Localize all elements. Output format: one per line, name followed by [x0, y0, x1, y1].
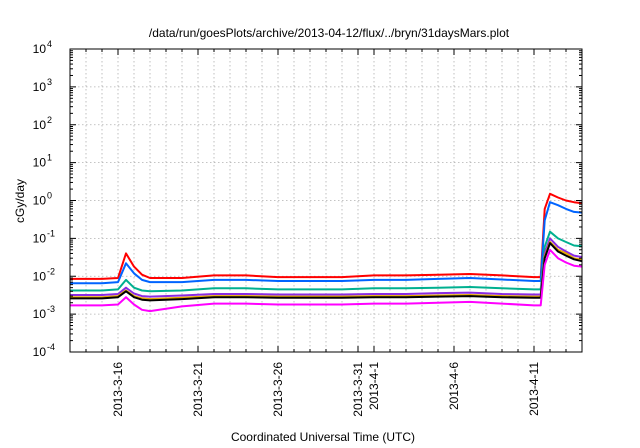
y-tick-label-exponent: -4	[47, 342, 55, 352]
y-tick-label-exponent: 1	[47, 153, 52, 163]
series-line-7	[70, 248, 583, 313]
y-axis-label: cGy/day	[13, 179, 27, 223]
x-tick-label: 2013-3-16	[111, 362, 125, 417]
y-tick-label-exponent: -1	[47, 228, 55, 238]
y-tick-label: 10	[33, 231, 47, 245]
x-tick-label: 2013-4-11	[527, 362, 541, 416]
y-tick-label: 10	[33, 42, 47, 56]
y-tick-label-exponent: -3	[47, 304, 55, 314]
y-tick-label: 10	[33, 307, 47, 321]
plot-area	[70, 192, 583, 313]
y-tick-label: 10	[33, 156, 47, 170]
y-tick-label-exponent: 3	[47, 77, 52, 87]
y-tick-label-exponent: 2	[47, 115, 52, 125]
chart-title: /data/run/goesPlots/archive/2013-04-12/f…	[149, 26, 510, 40]
series-line-1	[70, 192, 583, 280]
y-tick-label: 10	[33, 80, 47, 94]
y-tick-label: 10	[33, 269, 47, 283]
series-line-3	[70, 230, 583, 293]
x-axis-label: Coordinated Universal Time (UTC)	[231, 430, 415, 444]
x-tick-label: 2013-4-1	[367, 362, 381, 410]
x-tick-label: 2013-4-6	[447, 362, 461, 410]
y-tick-label-exponent: 4	[47, 39, 52, 49]
y-tick-label: 10	[33, 118, 47, 132]
series-line-4	[70, 237, 583, 298]
series-line-6	[70, 242, 583, 302]
y-tick-label: 10	[33, 194, 47, 208]
series-line-2	[70, 201, 583, 285]
x-tick-label: 2013-3-21	[191, 362, 205, 417]
x-tick-label: 2013-3-26	[271, 362, 285, 417]
x-tick-label: 2013-3-31	[351, 362, 365, 417]
y-tick-label-exponent: -2	[47, 266, 55, 276]
y-tick-label-exponent: 0	[47, 191, 52, 201]
y-tick-label: 10	[33, 345, 47, 359]
grid	[70, 48, 582, 353]
